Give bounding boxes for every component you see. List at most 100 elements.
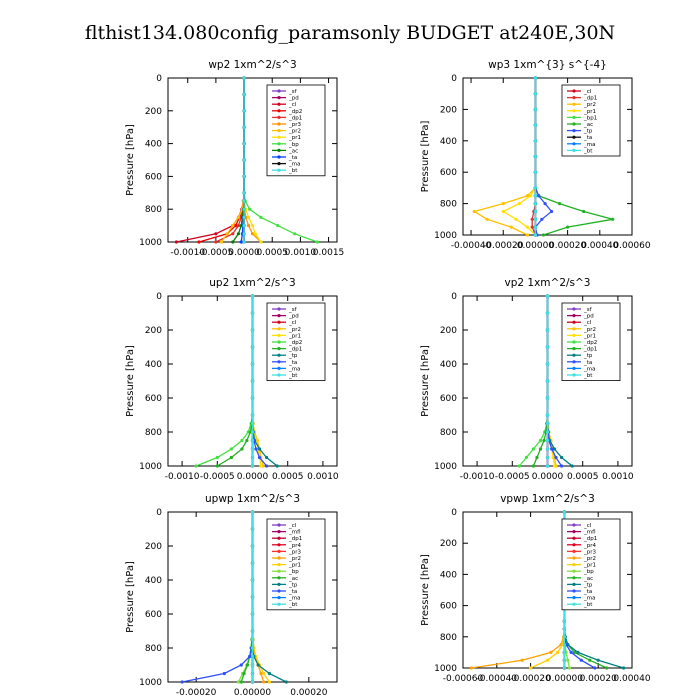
- data-point: [174, 240, 179, 244]
- data-point: [250, 464, 255, 468]
- x-tick-label: 0.0000: [532, 472, 564, 482]
- legend-marker: [277, 360, 281, 364]
- x-tick-label: -0.0010: [460, 472, 495, 482]
- legend-entry: _pr3: [288, 122, 302, 128]
- legend-entry: _cl: [583, 320, 592, 326]
- legend-marker: [572, 549, 576, 554]
- data-point: [250, 379, 255, 383]
- legend-marker: [572, 373, 576, 377]
- series-line-pr1: [501, 78, 537, 236]
- legend-marker: [572, 122, 576, 126]
- y-tick-label: 1000: [434, 231, 457, 241]
- data-point: [579, 658, 583, 662]
- y-tick-label: 600: [440, 394, 457, 404]
- data-point: [582, 209, 586, 214]
- legend-entry: _sf: [583, 307, 593, 313]
- legend-entry: _dp1: [288, 347, 302, 353]
- data-point: [250, 527, 255, 531]
- legend-marker: [572, 543, 576, 547]
- data-point: [250, 362, 255, 366]
- data-point: [562, 635, 567, 639]
- x-tick-label: 0.00020: [580, 674, 617, 684]
- data-point: [554, 455, 558, 460]
- legend-entry: _bt: [288, 373, 298, 379]
- legend-entry: _pr1: [288, 135, 301, 141]
- y-tick-label: 0: [156, 508, 162, 518]
- legend-entry: _pr3: [583, 549, 597, 555]
- data-point: [545, 464, 550, 468]
- data-point: [194, 464, 198, 468]
- data-point: [256, 663, 260, 667]
- data-point: [197, 240, 201, 244]
- legend-entry: _pr3: [288, 549, 302, 555]
- data-point: [250, 224, 255, 228]
- data-point: [242, 191, 246, 195]
- legend-marker: [572, 602, 576, 606]
- data-point: [214, 240, 218, 244]
- chart-title: wp3 1xm^{3} s^{-4}: [488, 59, 607, 71]
- data-point: [533, 92, 538, 96]
- x-tick-label: 0.00040: [581, 241, 618, 251]
- data-point: [293, 232, 297, 236]
- x-tick-label: 0.00040: [613, 674, 650, 684]
- x-tick-label: -0.00040: [477, 674, 518, 684]
- x-tick-label: -0.0010: [170, 248, 205, 258]
- data-point: [180, 680, 184, 684]
- data-point: [231, 240, 235, 244]
- y-tick-label: 1000: [434, 462, 457, 472]
- legend-entry: _cl: [288, 320, 297, 326]
- data-point: [501, 209, 505, 214]
- data-point: [545, 438, 550, 443]
- y-tick-label: 400: [440, 360, 457, 370]
- data-point: [596, 658, 600, 662]
- data-point: [250, 510, 255, 514]
- legend-marker: [277, 148, 281, 152]
- data-point: [259, 464, 263, 468]
- legend-entry: _ta: [583, 360, 592, 366]
- data-point: [225, 232, 229, 236]
- legend-marker: [277, 115, 281, 119]
- legend-entry: _pr2: [583, 102, 596, 108]
- legend-marker: [277, 155, 281, 159]
- data-point: [215, 464, 219, 468]
- legend-entry: _bp: [288, 569, 299, 575]
- data-point: [242, 671, 246, 676]
- data-point: [529, 194, 533, 198]
- y-axis-label: Pressure [hPa]: [125, 124, 136, 196]
- data-point: [250, 612, 255, 616]
- legend-marker: [277, 530, 281, 534]
- y-tick-label: 400: [440, 570, 457, 580]
- data-point: [576, 650, 580, 655]
- data-point: [593, 666, 597, 670]
- legend-entry: _ac: [288, 148, 298, 154]
- series-line-ta: [181, 512, 254, 683]
- data-point: [231, 224, 235, 228]
- legend-entry: _pr4: [288, 543, 302, 549]
- legend-entry: _dp1: [288, 536, 302, 542]
- data-point: [545, 396, 550, 400]
- data-point: [559, 455, 564, 460]
- data-point: [250, 311, 255, 315]
- data-point: [259, 215, 263, 219]
- data-point: [469, 666, 474, 670]
- data-point: [234, 224, 238, 228]
- y-axis-label: Pressure [hPa]: [125, 345, 136, 417]
- chart-panel-0: wp2 1xm^2/s^3 Pressure [hPa] 0 200 400 600 800…: [125, 59, 344, 258]
- legend-marker: [277, 353, 281, 357]
- data-point: [250, 561, 255, 565]
- plot-frame: [462, 77, 633, 236]
- legend-entry: _tp: [583, 582, 593, 588]
- data-point: [250, 438, 255, 443]
- data-point: [588, 658, 592, 662]
- legend-entry: _pr2: [288, 327, 301, 333]
- y-tick-label: 400: [440, 137, 457, 147]
- data-point: [262, 671, 266, 676]
- y-tick-label: 0: [451, 74, 457, 84]
- legend-entry: _sf: [288, 89, 298, 95]
- data-point: [246, 215, 251, 219]
- legend-marker: [572, 327, 576, 331]
- data-point: [250, 396, 255, 400]
- data-point: [242, 224, 246, 228]
- data-point: [533, 123, 538, 127]
